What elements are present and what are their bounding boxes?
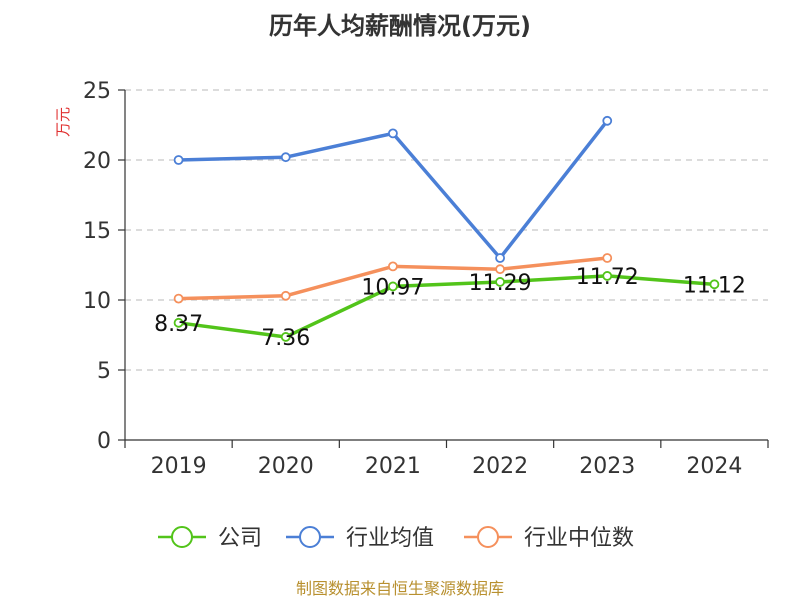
data-point[interactable]: [173, 293, 184, 304]
x-tick-label: 2023: [579, 454, 635, 479]
data-label: 11.72: [576, 265, 639, 290]
data-point[interactable]: [388, 281, 398, 292]
data-point[interactable]: [602, 271, 613, 281]
data-point[interactable]: [602, 115, 613, 126]
y-tick-label: 0: [97, 429, 111, 454]
y-tick-label: 5: [97, 359, 111, 384]
series-line-0: [178, 274, 715, 339]
data-point[interactable]: [173, 317, 184, 328]
legend-swatch-marker: [299, 526, 321, 548]
data-label: 7.36: [261, 326, 310, 351]
data-point[interactable]: [495, 264, 505, 275]
y-tick-label: 20: [83, 149, 111, 174]
data-label: 10.97: [361, 275, 424, 300]
data-point[interactable]: [602, 253, 613, 263]
y-tick-label: 25: [83, 79, 111, 104]
x-tick-label: 2019: [151, 454, 207, 479]
x-tick-label: 2022: [472, 454, 528, 479]
y-tick-label: 15: [83, 219, 111, 244]
data-point[interactable]: [280, 332, 291, 342]
data-point[interactable]: [709, 279, 720, 290]
data-label: 11.29: [469, 271, 532, 296]
source-note: 制图数据来自恒生聚源数据库: [296, 579, 504, 598]
data-point[interactable]: [388, 128, 398, 139]
data-point[interactable]: [495, 253, 505, 263]
y-axis-label: 万元: [54, 107, 72, 137]
data-point[interactable]: [280, 152, 291, 163]
data-point[interactable]: [388, 261, 398, 272]
legend-swatch-marker: [171, 526, 193, 548]
data-label: 8.37: [154, 312, 203, 337]
x-tick-label: 2024: [686, 454, 742, 479]
legend-swatch-marker: [477, 526, 499, 548]
legend-item-0[interactable]: 公司: [158, 526, 262, 551]
legend-item-2[interactable]: 行业中位数: [464, 526, 634, 551]
series-line-1: [178, 119, 609, 260]
data-point[interactable]: [173, 155, 184, 165]
x-tick-label: 2021: [365, 454, 421, 479]
data-label: 11.12: [683, 273, 746, 298]
legend-label: 公司: [218, 526, 262, 551]
data-point[interactable]: [280, 290, 291, 301]
y-tick-label: 10: [83, 289, 111, 314]
grid: [125, 89, 768, 371]
series-layer: [173, 115, 720, 342]
legend-label: 行业均值: [346, 526, 434, 551]
legend[interactable]: 公司 行业均值 行业中位数: [158, 526, 634, 551]
data-point[interactable]: [495, 277, 505, 287]
legend-item-1[interactable]: 行业均值: [286, 526, 434, 551]
legend-label: 行业中位数: [524, 526, 634, 551]
axes: 0 5 10 15 20 25 2019 2020 2021 2022 2023 2024: [83, 79, 769, 479]
chart-title: 历年人均薪酬情况(万元): [269, 12, 531, 40]
x-tick-label: 2020: [258, 454, 314, 479]
data-labels: 8.37 7.36 10.97 11.29 11.72 11.12: [154, 265, 746, 351]
